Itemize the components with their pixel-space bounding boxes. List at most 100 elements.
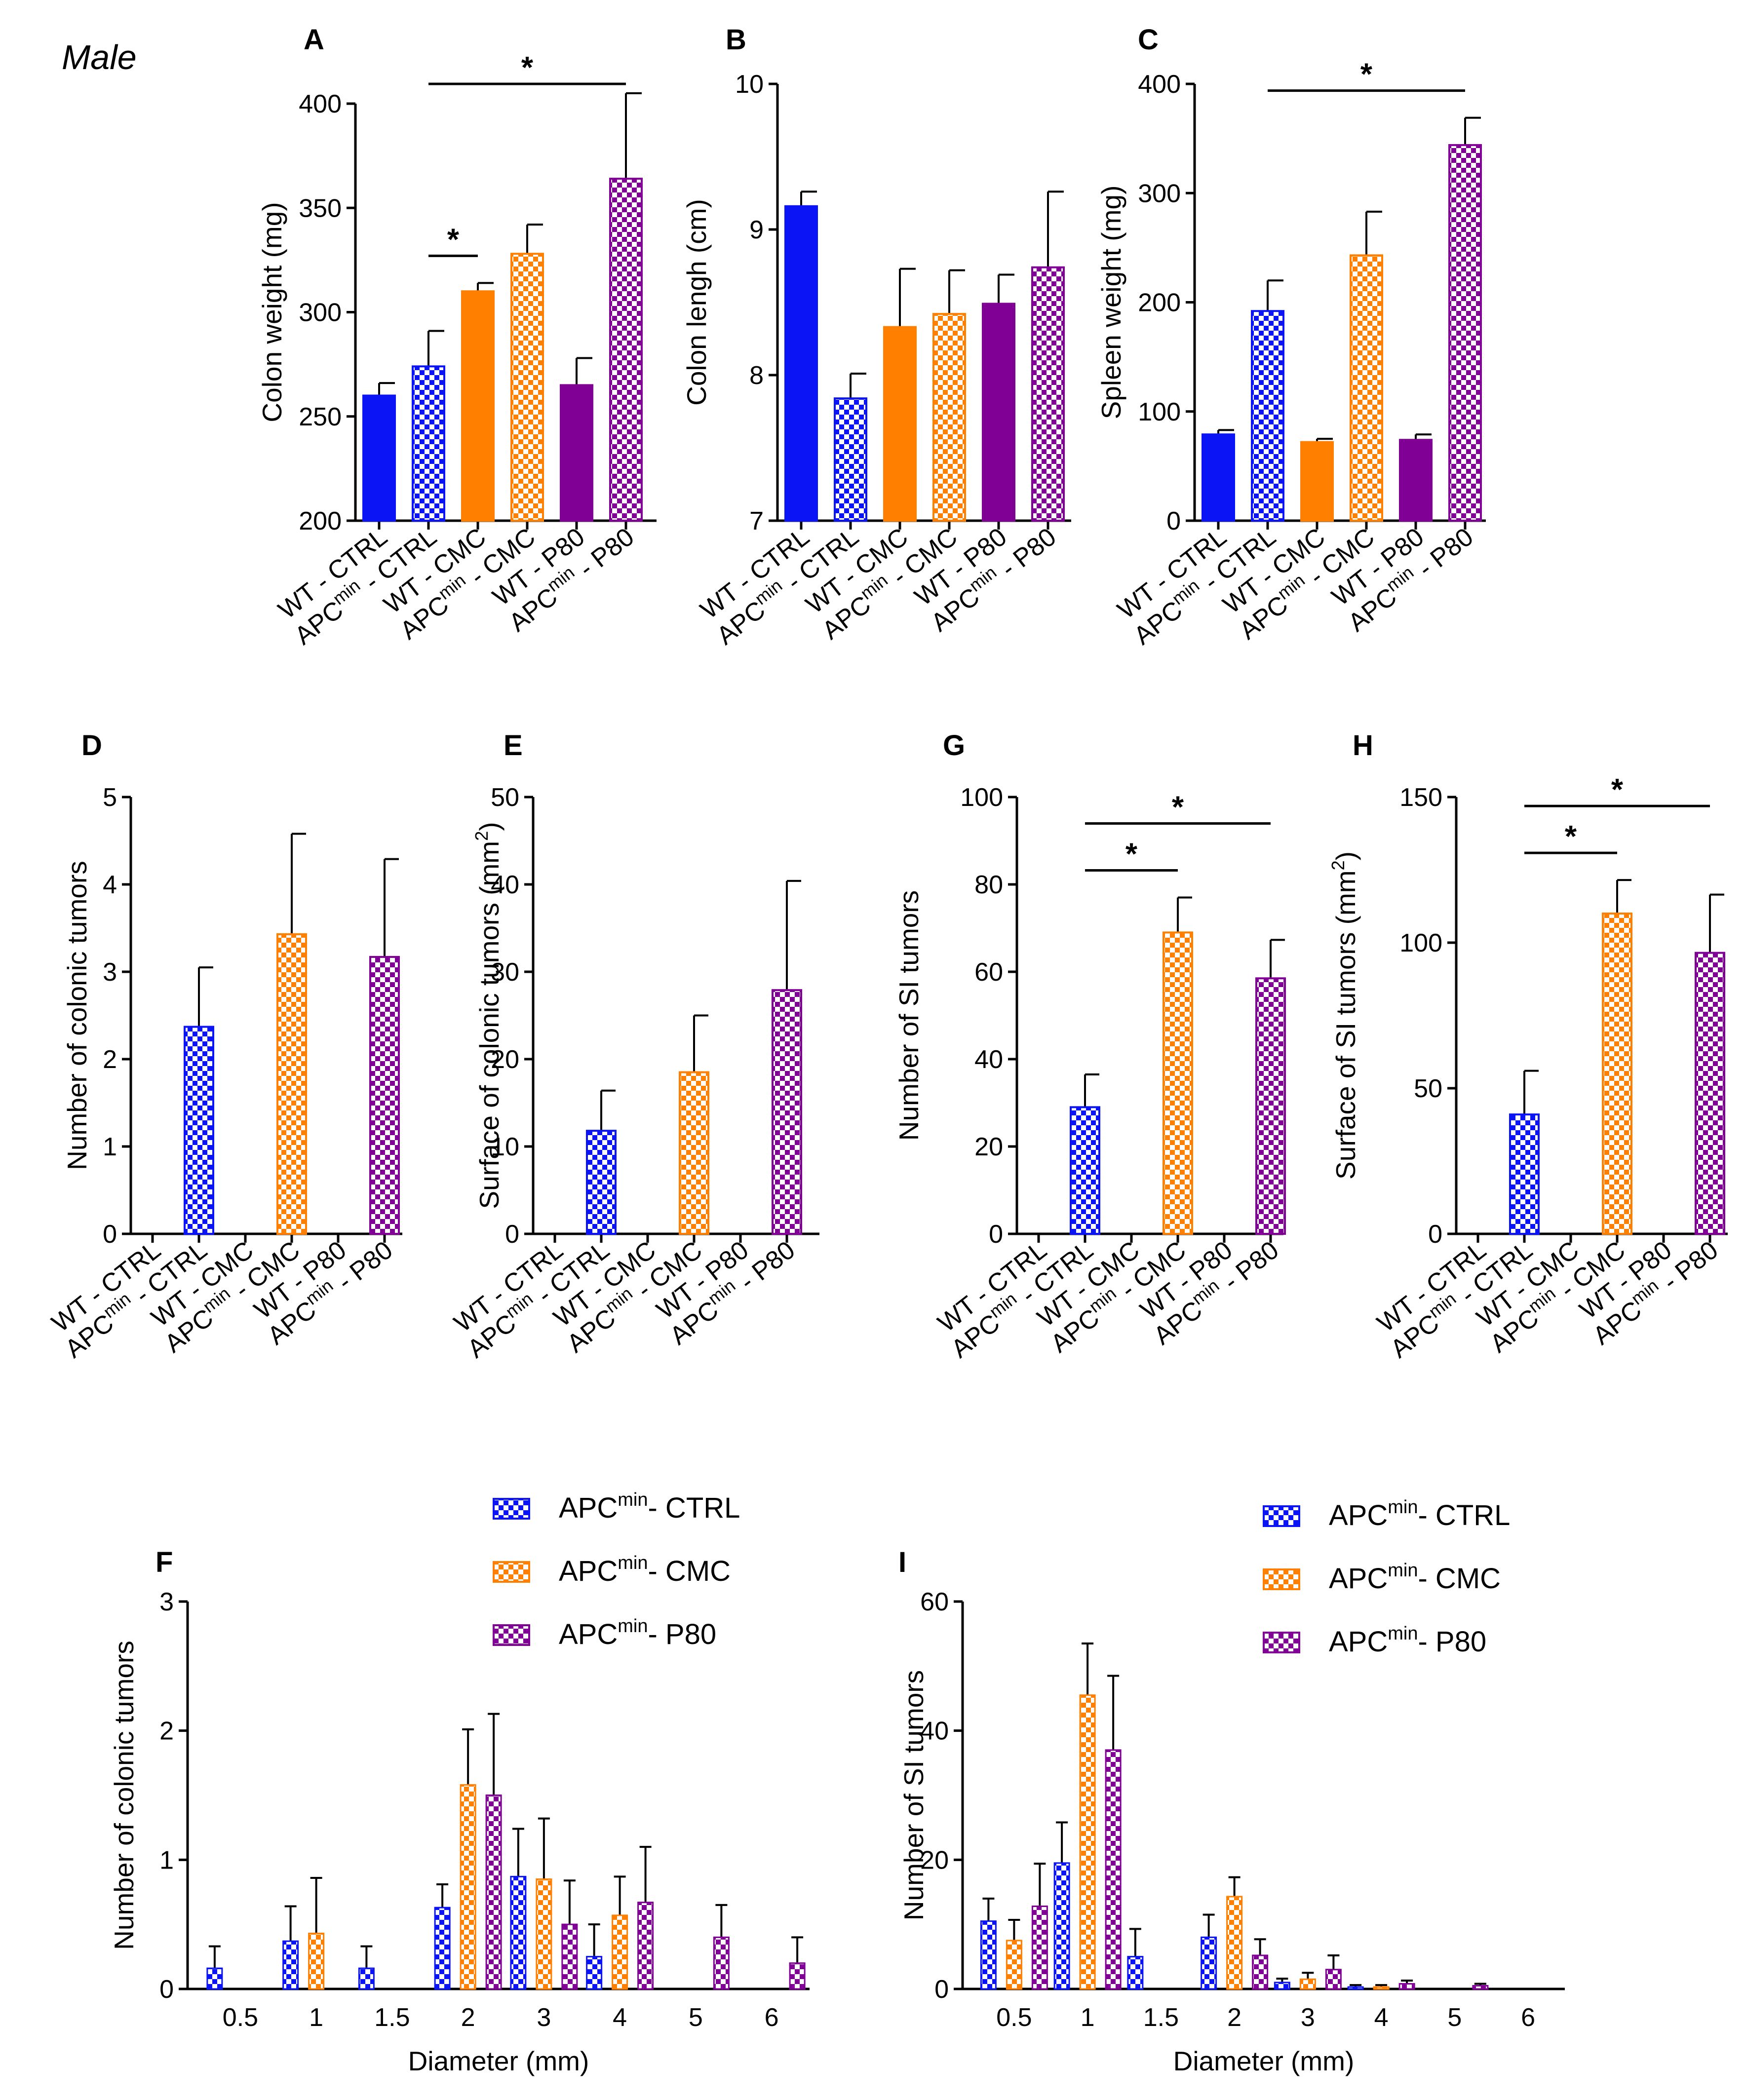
y-tick-label-0: 7 xyxy=(749,507,764,535)
bar-H-5 xyxy=(1695,952,1725,1235)
y-tick-label-4: 80 xyxy=(974,871,1003,899)
legend-label-superscript: min xyxy=(618,1489,648,1510)
panel-letter-G: G xyxy=(943,729,965,762)
x-tick-label-1: 1 xyxy=(1081,2003,1095,2032)
bar-C-5 xyxy=(1448,144,1482,522)
x-tick-label-5: 4 xyxy=(1374,2003,1389,2032)
legend-label-part: - CTRL xyxy=(1418,1499,1511,1531)
y-tick-label-3: 3 xyxy=(103,958,117,987)
y-tick-label-4: 40 xyxy=(491,871,519,899)
legend-swatch-0 xyxy=(1263,1505,1300,1527)
bar-I-s0-5 xyxy=(1347,1986,1364,1990)
y-tick-label-0: 0 xyxy=(934,1975,949,2004)
legend-label-superscript: min xyxy=(618,1616,648,1637)
y-tick-label-2: 2 xyxy=(103,1045,117,1074)
bar-I-s2-4 xyxy=(1325,1969,1342,1990)
legend-swatch-2 xyxy=(1263,1632,1300,1653)
bar-F-s2-3 xyxy=(485,1795,502,1990)
bar-I-s0-1 xyxy=(1053,1862,1070,1990)
bar-I-s2-5 xyxy=(1398,1983,1415,1990)
x-tick-label-5: 4 xyxy=(613,2003,627,2032)
y-tick-label-4: 400 xyxy=(299,90,342,118)
bar-I-s1-5 xyxy=(1373,1986,1390,1990)
bar-A-2 xyxy=(461,290,495,522)
bar-I-s0-2 xyxy=(1127,1956,1144,1990)
y-tick-label-5: 100 xyxy=(960,783,1003,812)
bar-F-s1-5 xyxy=(612,1914,628,1990)
bar-C-3 xyxy=(1350,254,1383,522)
x-tick-label-0: 0.5 xyxy=(996,2003,1032,2032)
panel-letter-D: D xyxy=(81,729,102,762)
x-tick-label-4: 3 xyxy=(537,2003,551,2032)
y-axis-label: Number of SI tumors xyxy=(893,890,924,1141)
panel-letter-C: C xyxy=(1138,24,1159,56)
y-tick-label-2: 2 xyxy=(159,1717,174,1746)
legend-label-part: APC xyxy=(1329,1499,1388,1531)
legend-label-0: APCmin- CTRL xyxy=(1329,1497,1510,1531)
bar-B-2 xyxy=(883,326,917,522)
panel-letter-B: B xyxy=(726,24,746,56)
x-tick-label-3: 2 xyxy=(1227,2003,1241,2032)
legend-label-superscript: min xyxy=(618,1553,648,1573)
bar-I-s0-0 xyxy=(980,1920,997,1990)
x-tick-label-0: 0.5 xyxy=(223,2003,258,2032)
bar-C-0 xyxy=(1202,433,1235,522)
legend-label-part: - CMC xyxy=(648,1555,731,1587)
significance-star: * xyxy=(1611,773,1624,807)
y-tick-label-4: 4 xyxy=(103,871,117,899)
significance-star: * xyxy=(1172,791,1184,825)
panel-letter-F: F xyxy=(155,1546,173,1578)
legend-label-part: - CTRL xyxy=(648,1492,740,1524)
x-tick-label-3: 2 xyxy=(461,2003,475,2032)
bar-F-s0-0 xyxy=(206,1967,223,1990)
bar-F-s0-1 xyxy=(282,1940,299,1990)
bar-A-1 xyxy=(412,365,445,522)
panel-E: 0 10 20 30 40 50 E Surface of colonic tumors (m… xyxy=(449,729,819,1364)
y-tick-label-3: 300 xyxy=(1138,179,1181,208)
significance-star: * xyxy=(1125,838,1138,872)
y-tick-label-5: 5 xyxy=(103,783,117,812)
y-axis-label: Surface of colonic tumors (mm2) xyxy=(471,822,504,1209)
legend-label-part: APC xyxy=(1329,1626,1388,1658)
panel-letter-I: I xyxy=(898,1546,906,1578)
legend-label-part: APC xyxy=(559,1492,618,1524)
bar-E-1 xyxy=(586,1130,617,1235)
bar-I-s2-6 xyxy=(1472,1985,1489,1990)
y-tick-label-0: 0 xyxy=(1166,507,1181,535)
y-axis-label: Spleen weight (mg) xyxy=(1096,186,1126,420)
legend-label-part: - P80 xyxy=(1418,1626,1487,1658)
bar-F-s0-5 xyxy=(586,1956,603,1990)
bar-I-s2-0 xyxy=(1031,1906,1048,1990)
bar-I-s2-3 xyxy=(1252,1954,1269,1990)
y-tick-label-1: 10 xyxy=(491,1133,519,1161)
y-axis-label-main: Surface of SI tumors (mm xyxy=(1330,870,1361,1180)
legend-label-superscript: min xyxy=(1388,1497,1418,1518)
bar-F-s2-7 xyxy=(789,1962,806,1990)
legend-label-1: APCmin- CMC xyxy=(559,1553,731,1587)
bar-F-s1-3 xyxy=(460,1784,476,1990)
bar-H-3 xyxy=(1602,913,1632,1235)
bar-C-1 xyxy=(1251,310,1284,522)
y-tick-label-1: 250 xyxy=(299,403,342,431)
y-tick-label-1: 20 xyxy=(974,1133,1003,1161)
y-tick-label-2: 20 xyxy=(491,1045,519,1074)
panel-I: 0 20 40 60 I Number of SI tumors Diameter (mm)… xyxy=(898,1497,1565,2076)
x-tick-label-1: 1 xyxy=(309,2003,323,2032)
x-tick-label-7: 6 xyxy=(1521,2003,1535,2032)
y-tick-label-1: 1 xyxy=(159,1846,174,1874)
legend-swatch-1 xyxy=(493,1561,530,1583)
legend-swatch-0 xyxy=(493,1498,530,1520)
bar-B-1 xyxy=(834,397,867,522)
y-tick-label-1: 100 xyxy=(1138,398,1181,426)
panel-letter-H: H xyxy=(1353,729,1373,762)
panel-letter-E: E xyxy=(504,729,523,762)
bar-B-4 xyxy=(982,303,1015,522)
bar-F-s2-4 xyxy=(561,1923,578,1990)
bar-B-5 xyxy=(1031,266,1065,522)
bar-I-s1-1 xyxy=(1079,1694,1096,1990)
panel-F: 0 1 2 3 F Number of colonic tumors Diameter (m… xyxy=(109,1489,810,2076)
y-tick-label-3: 60 xyxy=(920,1588,949,1616)
